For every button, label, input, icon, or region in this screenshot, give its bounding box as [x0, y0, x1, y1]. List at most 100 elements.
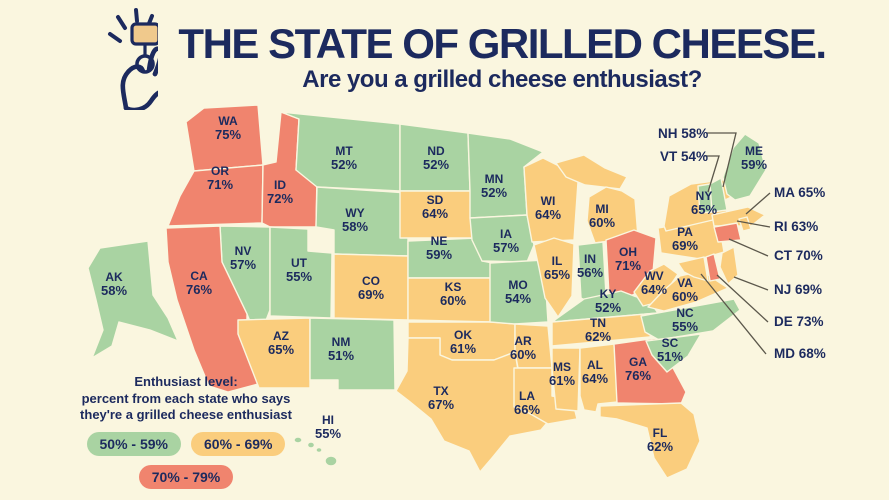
state-la-pct: 66%	[514, 402, 540, 417]
state-wv-pct: 64%	[641, 282, 667, 297]
state-fl	[599, 402, 701, 479]
state-tn-pct: 62%	[585, 329, 611, 344]
state-ma	[711, 206, 766, 227]
state-id-pct: 72%	[267, 191, 293, 206]
state-az-label: AZ	[273, 329, 289, 343]
state-la-label: LA	[519, 389, 535, 403]
hand-holding-grilled-cheese-icon	[108, 8, 158, 110]
state-mi-label: MI	[595, 202, 608, 216]
state-mo-label: MO	[508, 278, 527, 292]
state-ar-label: AR	[514, 334, 532, 348]
state-nm-label: NM	[332, 335, 351, 349]
callout-line-nh	[706, 132, 737, 188]
state-nd-pct: 52%	[423, 157, 449, 172]
state-sd-pct: 64%	[422, 206, 448, 221]
state-mi-pct: 60%	[589, 215, 615, 230]
state-il-pct: 65%	[544, 267, 570, 282]
state-or-pct: 71%	[207, 177, 233, 192]
state-mn-pct: 52%	[481, 185, 507, 200]
legend-description-line1: percent from each state who says	[81, 391, 291, 406]
state-mo	[489, 259, 549, 325]
state-nh	[709, 177, 728, 213]
state-ne-label: NE	[431, 234, 448, 248]
sparkle-icon	[108, 32, 122, 43]
callout-line-de	[716, 274, 769, 323]
legend: Enthusiast level: percent from each stat…	[55, 374, 317, 489]
callout-line-ct	[728, 238, 769, 257]
state-mi	[586, 186, 639, 244]
state-wi-label: WI	[541, 194, 556, 208]
callout-ma: MA 65%	[774, 185, 825, 200]
legend-range-70-79: 70% - 79%	[138, 465, 234, 489]
state-va-pct: 60%	[672, 289, 698, 304]
state-pa-label: PA	[677, 225, 693, 239]
state-il-label: IL	[552, 254, 563, 268]
state-ca-pct: 76%	[186, 282, 212, 297]
state-nd-label: ND	[427, 144, 445, 158]
state-wa	[185, 104, 264, 172]
state-ak	[87, 240, 179, 359]
state-ok-pct: 61%	[450, 341, 476, 356]
state-or-label: OR	[211, 164, 229, 178]
state-ms	[551, 347, 581, 412]
state-wa-pct: 75%	[215, 127, 241, 142]
state-tn	[551, 312, 659, 347]
sparkle-icon	[116, 15, 127, 30]
state-md	[677, 256, 709, 282]
callout-nj: NJ 69%	[774, 282, 822, 297]
state-pa-pct: 69%	[672, 238, 698, 253]
state-or	[167, 164, 264, 227]
state-sc-label: SC	[662, 336, 679, 350]
state-ri	[738, 216, 752, 232]
state-tx-label: TX	[433, 384, 448, 398]
state-ca-label: CA	[190, 269, 208, 283]
state-ny-label: NY	[696, 189, 713, 203]
callout-de: DE 73%	[774, 314, 824, 329]
state-id-label: ID	[274, 178, 286, 192]
state-co-label: CO	[362, 274, 380, 288]
state-wi-pct: 64%	[535, 207, 561, 222]
state-ct	[713, 222, 742, 243]
state-me	[722, 133, 767, 201]
state-co-pct: 69%	[358, 287, 384, 302]
state-ks-label: KS	[445, 280, 462, 294]
callout-line-md	[700, 273, 767, 355]
callout-vt: VT 54%	[660, 149, 708, 164]
callout-line-ri	[736, 220, 771, 228]
state-al-label: AL	[587, 358, 603, 372]
state-nc	[640, 298, 741, 341]
legend-range-60-69: 60% - 69%	[191, 432, 286, 456]
state-nm	[309, 317, 396, 391]
state-ak-pct: 58%	[101, 283, 127, 298]
state-ca	[165, 225, 263, 393]
state-wv-label: WV	[644, 269, 663, 283]
state-tx-pct: 67%	[428, 397, 454, 412]
state-wa-label: WA	[218, 114, 238, 128]
state-ga	[613, 337, 687, 405]
callout-line-ma	[745, 192, 771, 215]
state-il	[533, 237, 575, 318]
state-me-label: ME	[745, 144, 763, 158]
callout-nh: NH 58%	[658, 126, 708, 141]
state-al-pct: 64%	[582, 371, 608, 386]
state-ak-label: AK	[105, 270, 123, 284]
hand-outline	[120, 46, 158, 110]
state-mt-label: MT	[335, 144, 353, 158]
state-fl-pct: 62%	[647, 439, 673, 454]
state-wy-label: WY	[345, 206, 364, 220]
state-ut-pct: 55%	[286, 269, 312, 284]
state-mi-upper	[555, 154, 628, 190]
state-ok-label: OK	[454, 328, 472, 342]
callout-ct: CT 70%	[774, 248, 823, 263]
state-nv-pct: 57%	[230, 257, 256, 272]
legend-heading: Enthusiast level:	[134, 374, 238, 389]
page-subtitle: Are you a grilled cheese enthusiast?	[302, 66, 702, 93]
sparkle-icon	[134, 8, 139, 23]
callout-line-vt	[704, 155, 720, 193]
state-az-pct: 65%	[268, 342, 294, 357]
state-oh-label: OH	[619, 245, 637, 259]
state-sd-label: SD	[427, 193, 444, 207]
state-ia-pct: 57%	[493, 240, 519, 255]
